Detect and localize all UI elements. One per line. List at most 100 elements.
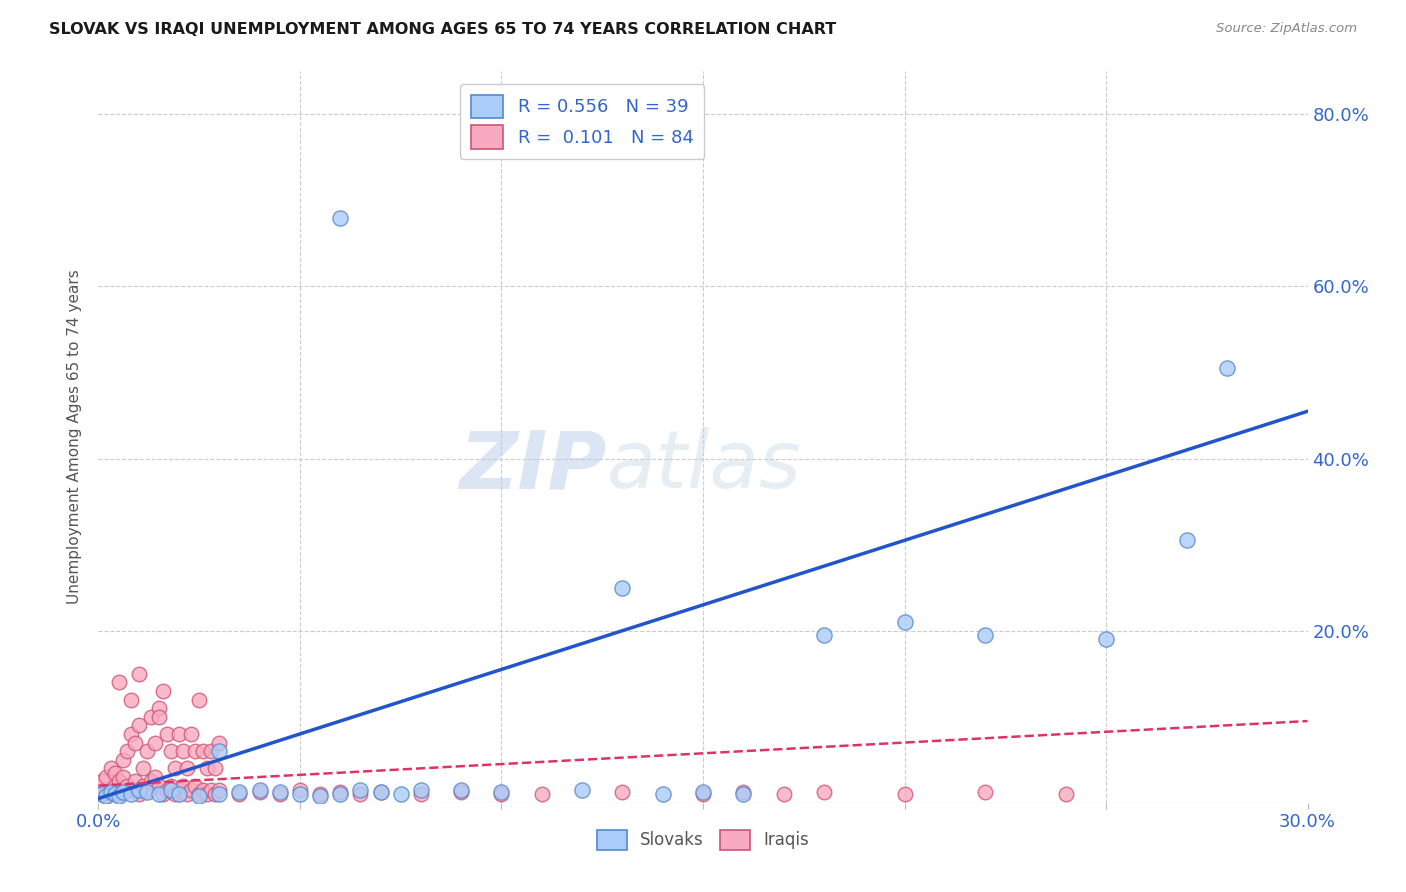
Point	[156, 783, 179, 797]
Point	[111, 753, 134, 767]
Point	[370, 785, 392, 799]
Point	[733, 785, 755, 799]
Point	[269, 787, 291, 801]
Point	[120, 787, 142, 801]
Point	[1095, 632, 1118, 647]
Point	[349, 787, 371, 801]
Point	[193, 744, 215, 758]
Point	[160, 783, 183, 797]
Point	[160, 779, 183, 793]
Point	[120, 783, 142, 797]
Point	[309, 787, 332, 801]
Point	[450, 785, 472, 799]
Point	[249, 783, 271, 797]
Point	[152, 684, 174, 698]
Point	[91, 787, 114, 801]
Point	[148, 787, 170, 801]
Point	[409, 783, 432, 797]
Point	[176, 761, 198, 775]
Point	[288, 787, 311, 801]
Point	[152, 787, 174, 801]
Point	[204, 761, 226, 775]
Point	[813, 785, 835, 799]
Point	[139, 774, 162, 789]
Point	[180, 783, 202, 797]
Point	[288, 783, 311, 797]
Point	[733, 787, 755, 801]
Point	[107, 774, 129, 789]
Point	[530, 787, 553, 801]
Point	[135, 744, 157, 758]
Point	[107, 789, 129, 803]
Point	[893, 615, 915, 629]
Point	[208, 787, 231, 801]
Point	[329, 785, 352, 799]
Point	[132, 761, 155, 775]
Point	[148, 710, 170, 724]
Point	[163, 761, 186, 775]
Point	[200, 744, 222, 758]
Point	[813, 628, 835, 642]
Point	[180, 727, 202, 741]
Text: atlas: atlas	[606, 427, 801, 506]
Point	[115, 744, 138, 758]
Point	[128, 666, 150, 681]
Point	[115, 779, 138, 793]
Point	[135, 785, 157, 799]
Point	[228, 785, 250, 799]
Point	[651, 787, 673, 801]
Point	[772, 787, 794, 801]
Point	[167, 727, 190, 741]
Point	[974, 785, 997, 799]
Point	[100, 783, 122, 797]
Point	[195, 787, 218, 801]
Point	[139, 710, 162, 724]
Point	[96, 770, 118, 784]
Point	[107, 787, 129, 801]
Point	[974, 628, 997, 642]
Point	[188, 789, 211, 803]
Point	[167, 787, 190, 801]
Point	[156, 727, 179, 741]
Point	[163, 787, 186, 801]
Text: Source: ZipAtlas.com: Source: ZipAtlas.com	[1216, 22, 1357, 36]
Legend: Slovaks, Iraqis: Slovaks, Iraqis	[591, 823, 815, 856]
Point	[111, 770, 134, 784]
Point	[172, 744, 194, 758]
Point	[143, 770, 166, 784]
Point	[124, 735, 146, 749]
Point	[370, 785, 392, 799]
Point	[167, 783, 190, 797]
Point	[491, 785, 513, 799]
Point	[249, 785, 271, 799]
Point	[135, 783, 157, 797]
Point	[571, 783, 593, 797]
Point	[103, 779, 125, 793]
Point	[208, 744, 231, 758]
Point	[100, 761, 122, 775]
Point	[193, 783, 215, 797]
Point	[100, 785, 122, 799]
Point	[1175, 533, 1198, 548]
Point	[176, 787, 198, 801]
Point	[692, 787, 714, 801]
Point	[120, 692, 142, 706]
Point	[309, 789, 332, 803]
Point	[228, 787, 250, 801]
Point	[450, 783, 472, 797]
Point	[409, 787, 432, 801]
Point	[128, 787, 150, 801]
Point	[612, 581, 634, 595]
Point	[389, 787, 412, 801]
Point	[148, 701, 170, 715]
Point	[132, 779, 155, 793]
Point	[124, 774, 146, 789]
Point	[91, 774, 114, 789]
Text: SLOVAK VS IRAQI UNEMPLOYMENT AMONG AGES 65 TO 74 YEARS CORRELATION CHART: SLOVAK VS IRAQI UNEMPLOYMENT AMONG AGES …	[49, 22, 837, 37]
Point	[107, 675, 129, 690]
Point	[692, 785, 714, 799]
Point	[188, 787, 211, 801]
Point	[128, 783, 150, 797]
Point	[103, 787, 125, 801]
Point	[128, 718, 150, 732]
